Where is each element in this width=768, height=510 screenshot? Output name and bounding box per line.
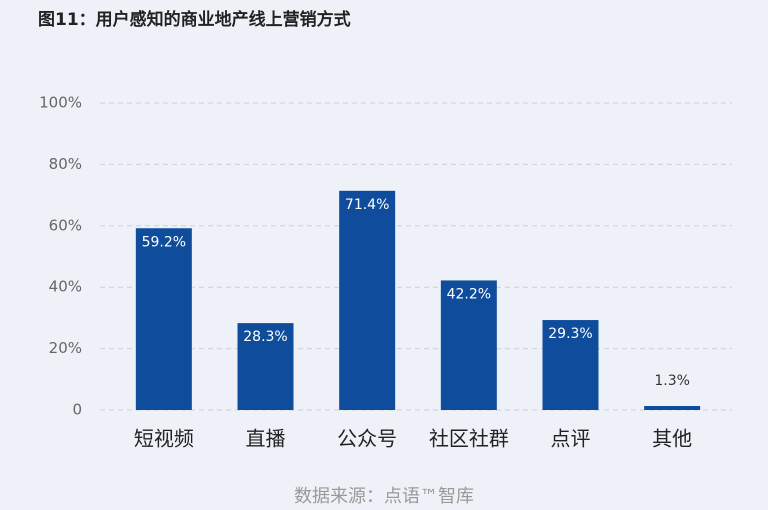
value-label: 29.3% [548, 326, 592, 342]
x-tick-label: 直播 [246, 427, 286, 451]
value-label: 28.3% [243, 329, 287, 345]
value-label: 1.3% [654, 373, 690, 389]
bar [237, 323, 294, 410]
bar [339, 190, 396, 410]
x-tick-label: 短视频 [134, 427, 194, 451]
bar [644, 406, 701, 410]
value-label: 42.2% [447, 286, 491, 302]
y-tick-label: 80% [49, 155, 82, 173]
x-tick-label: 社区社群 [429, 427, 509, 451]
value-label: 59.2% [142, 234, 186, 250]
y-tick-label: 0 [72, 401, 82, 419]
bar [542, 320, 599, 410]
y-tick-label: 40% [49, 278, 82, 296]
value-label: 71.4% [345, 197, 389, 213]
source-note: 数据来源：点语™智库 [294, 486, 474, 507]
bar [440, 280, 497, 410]
x-tick-label: 公众号 [337, 427, 397, 451]
chart-title: 图11：用户感知的商业地产线上营销方式 [38, 9, 351, 30]
x-tick-label: 点评 [551, 427, 591, 451]
x-tick-label: 其他 [652, 427, 692, 451]
y-tick-label: 60% [49, 216, 82, 234]
y-tick-label: 100% [39, 94, 82, 112]
y-tick-label: 20% [49, 339, 82, 357]
bar [135, 228, 192, 410]
